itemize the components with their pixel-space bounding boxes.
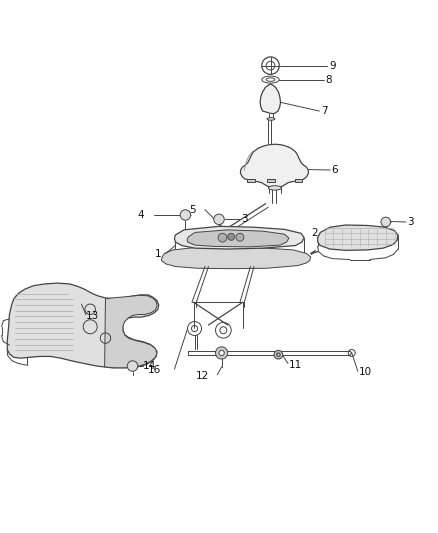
FancyBboxPatch shape (268, 179, 276, 182)
Circle shape (180, 210, 191, 220)
Circle shape (236, 233, 244, 241)
Circle shape (228, 233, 235, 240)
Text: 10: 10 (359, 367, 372, 377)
Text: 5: 5 (190, 205, 196, 215)
Ellipse shape (268, 185, 282, 190)
Circle shape (127, 361, 138, 372)
Text: 1: 1 (155, 249, 161, 259)
Text: 14: 14 (143, 361, 156, 371)
Text: 12: 12 (196, 370, 209, 381)
Circle shape (218, 233, 227, 242)
Text: 7: 7 (321, 106, 327, 116)
Ellipse shape (267, 118, 275, 120)
Text: 3: 3 (241, 214, 248, 224)
Polygon shape (105, 295, 157, 368)
Text: 9: 9 (329, 61, 336, 71)
Polygon shape (260, 84, 281, 114)
Text: 4: 4 (137, 210, 144, 220)
Polygon shape (161, 247, 311, 269)
Circle shape (219, 350, 224, 356)
Circle shape (214, 214, 224, 224)
FancyBboxPatch shape (247, 179, 255, 182)
FancyBboxPatch shape (294, 179, 302, 182)
Text: 16: 16 (148, 365, 161, 375)
Text: 13: 13 (86, 311, 99, 321)
Polygon shape (7, 283, 159, 368)
Polygon shape (187, 230, 289, 247)
Polygon shape (318, 225, 398, 251)
Polygon shape (174, 227, 304, 249)
Text: 3: 3 (407, 217, 414, 227)
Circle shape (274, 350, 283, 359)
Circle shape (215, 347, 228, 359)
Text: 2: 2 (311, 228, 318, 238)
Polygon shape (240, 144, 308, 188)
Text: 6: 6 (332, 165, 338, 175)
Circle shape (381, 217, 391, 227)
Text: 11: 11 (289, 360, 303, 370)
Text: 8: 8 (325, 75, 332, 85)
